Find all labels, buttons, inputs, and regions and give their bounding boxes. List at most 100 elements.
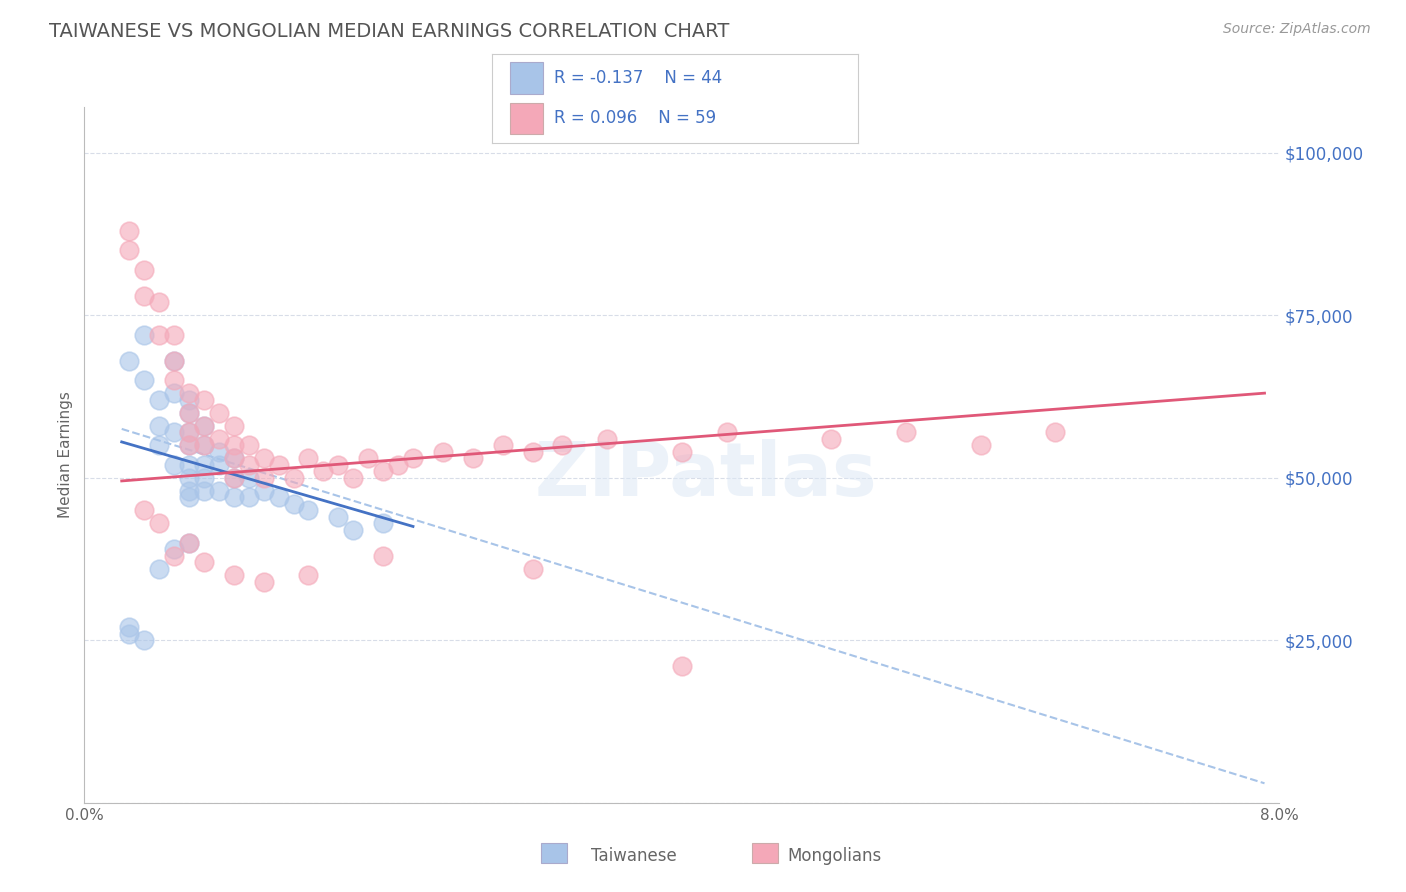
Point: [387, 458, 409, 472]
Point: [208, 432, 231, 446]
Point: [177, 490, 200, 504]
Point: [193, 418, 215, 433]
Point: [177, 406, 200, 420]
Point: [163, 386, 186, 401]
Point: [1045, 425, 1067, 439]
Point: [177, 535, 200, 549]
Point: [671, 444, 693, 458]
Point: [148, 295, 170, 310]
Bar: [510, 62, 543, 94]
Y-axis label: Median Earnings: Median Earnings: [58, 392, 73, 518]
Point: [193, 438, 215, 452]
Point: [132, 288, 156, 302]
Point: [238, 490, 260, 504]
Text: Taiwanese: Taiwanese: [591, 847, 676, 865]
Point: [894, 425, 917, 439]
Point: [163, 327, 186, 342]
Point: [177, 425, 200, 439]
Point: [132, 262, 156, 277]
Point: [253, 483, 276, 498]
Point: [596, 432, 619, 446]
Point: [522, 444, 544, 458]
Point: [238, 471, 260, 485]
Point: [522, 562, 544, 576]
Point: [177, 425, 200, 439]
Point: [222, 451, 245, 466]
Point: [671, 659, 693, 673]
Point: [148, 418, 170, 433]
Point: [222, 451, 245, 466]
Point: [163, 542, 186, 557]
Point: [267, 490, 290, 504]
Point: [177, 438, 200, 452]
Text: Source: ZipAtlas.com: Source: ZipAtlas.com: [1223, 22, 1371, 37]
Point: [297, 451, 319, 466]
Point: [253, 451, 276, 466]
Point: [371, 549, 394, 563]
Point: [193, 555, 215, 569]
Point: [177, 483, 200, 498]
Point: [132, 503, 156, 517]
Point: [267, 458, 290, 472]
Bar: [510, 103, 543, 134]
Point: [208, 444, 231, 458]
Point: [222, 471, 245, 485]
Point: [297, 503, 319, 517]
Text: ZIPatlas: ZIPatlas: [534, 439, 877, 512]
Point: [118, 243, 141, 257]
Point: [193, 438, 215, 452]
Point: [118, 626, 141, 640]
Point: [208, 483, 231, 498]
Point: [118, 224, 141, 238]
Point: [177, 386, 200, 401]
Point: [461, 451, 484, 466]
Point: [208, 406, 231, 420]
Point: [238, 458, 260, 472]
Point: [163, 549, 186, 563]
Text: R = -0.137    N = 44: R = -0.137 N = 44: [554, 69, 723, 87]
Point: [193, 471, 215, 485]
Point: [969, 438, 991, 452]
Point: [371, 516, 394, 531]
Point: [551, 438, 574, 452]
Point: [163, 425, 186, 439]
Point: [820, 432, 842, 446]
Point: [222, 438, 245, 452]
Point: [432, 444, 454, 458]
Point: [177, 458, 200, 472]
Point: [193, 418, 215, 433]
Point: [163, 373, 186, 387]
Point: [118, 620, 141, 634]
Point: [177, 438, 200, 452]
Point: [716, 425, 738, 439]
Point: [402, 451, 425, 466]
Point: [371, 464, 394, 478]
Point: [193, 483, 215, 498]
Point: [193, 392, 215, 407]
Point: [208, 458, 231, 472]
Point: [253, 574, 276, 589]
Point: [222, 471, 245, 485]
Point: [177, 471, 200, 485]
Point: [222, 568, 245, 582]
Point: [132, 633, 156, 648]
Point: [193, 458, 215, 472]
Point: [283, 471, 305, 485]
Point: [118, 353, 141, 368]
Point: [357, 451, 380, 466]
Point: [148, 392, 170, 407]
Text: TAIWANESE VS MONGOLIAN MEDIAN EARNINGS CORRELATION CHART: TAIWANESE VS MONGOLIAN MEDIAN EARNINGS C…: [49, 22, 730, 41]
Point: [148, 327, 170, 342]
Point: [328, 458, 350, 472]
Point: [132, 373, 156, 387]
Point: [253, 471, 276, 485]
Point: [177, 535, 200, 549]
Point: [328, 509, 350, 524]
Point: [148, 562, 170, 576]
Point: [238, 438, 260, 452]
Point: [342, 471, 364, 485]
Point: [222, 490, 245, 504]
Text: Mongolians: Mongolians: [787, 847, 882, 865]
Text: R = 0.096    N = 59: R = 0.096 N = 59: [554, 109, 717, 128]
Point: [148, 438, 170, 452]
